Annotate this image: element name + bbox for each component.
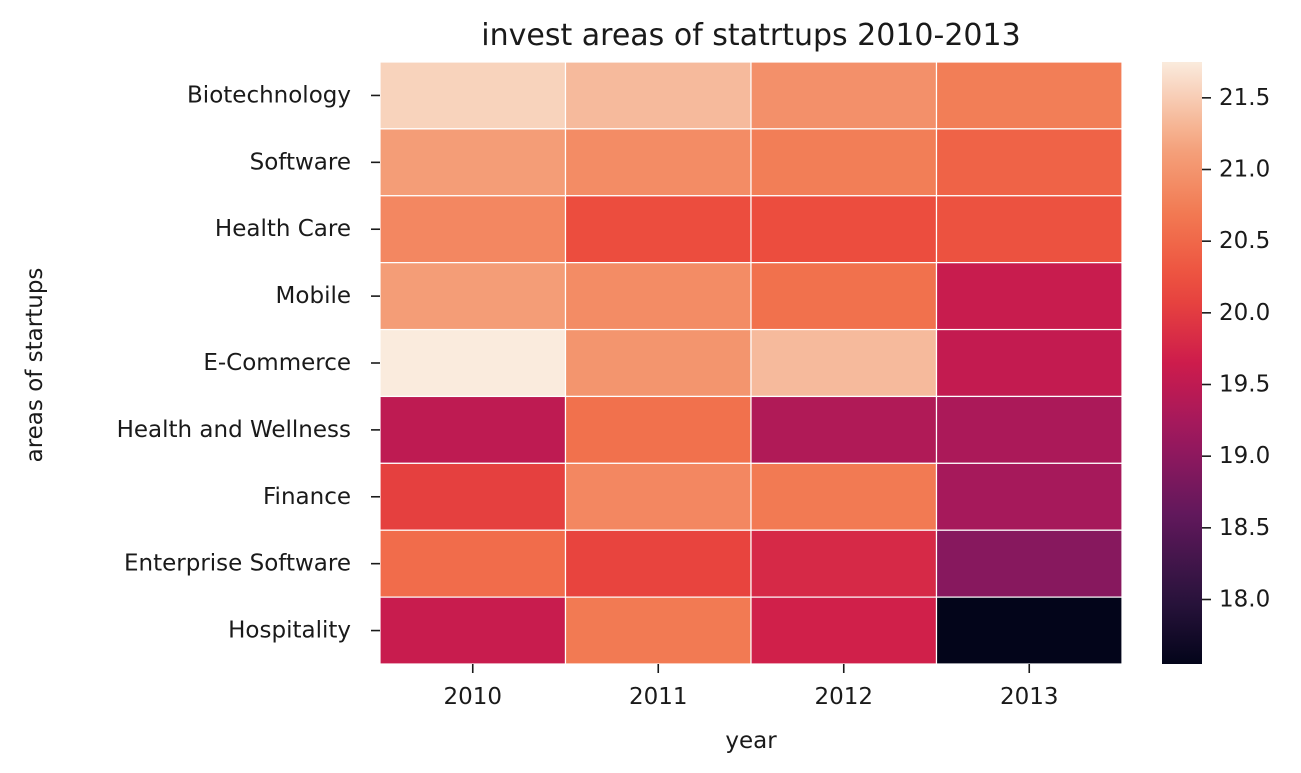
heatmap-cell: [379, 395, 567, 464]
heatmap-cell: [750, 462, 938, 531]
heatmap-cell: [379, 328, 567, 398]
y-tick-label: E-Commerce: [203, 350, 351, 376]
heatmap-cells: [379, 61, 1123, 665]
heatmap-cell: [379, 195, 567, 264]
colorbar: [1162, 62, 1202, 664]
colorbar-ticks: 18.0 18.5 19.0 19.5 20.0 20.5 21.0 21.5: [1202, 85, 1270, 613]
x-tick-label: 2010: [443, 684, 502, 710]
y-tick-label: Software: [250, 149, 351, 175]
heatmap-cell: [750, 596, 938, 665]
colorbar-tick-label: 20.5: [1219, 228, 1270, 254]
colorbar-tick-label: 19.5: [1219, 372, 1270, 398]
heatmap-cell: [750, 195, 938, 264]
heatmap-cell: [935, 61, 1123, 130]
heatmap-cell: [564, 328, 752, 398]
colorbar-tick-label: 18.0: [1219, 587, 1270, 613]
heatmap-cell: [564, 195, 752, 264]
x-axis-label: year: [725, 728, 777, 754]
heatmap-cell: [379, 596, 567, 665]
heatmap-cell: [750, 262, 938, 331]
heatmap-cell: [564, 61, 752, 130]
colorbar-tick-label: 18.5: [1219, 515, 1270, 541]
heatmap-cell: [564, 395, 752, 464]
heatmap-cell: [379, 262, 567, 331]
heatmap-cell: [935, 529, 1123, 598]
heatmap-cell: [750, 61, 938, 130]
colorbar-tick-label: 21.5: [1219, 85, 1270, 111]
heatmap-cell: [564, 262, 752, 331]
x-tick-label: 2012: [814, 684, 873, 710]
y-tick-label: Finance: [263, 484, 351, 510]
y-tick-label: Hospitality: [228, 618, 351, 644]
y-tick-label: Enterprise Software: [124, 551, 351, 577]
heatmap-cell: [935, 262, 1123, 331]
y-tick-label: Biotechnology: [187, 82, 351, 108]
heatmap-cell: [564, 128, 752, 197]
y-tick-label: Mobile: [276, 283, 351, 309]
heatmap-cell: [379, 61, 567, 130]
heatmap-cell: [935, 395, 1123, 464]
heatmap-cell: [935, 195, 1123, 264]
y-axis-label: areas of startups: [22, 268, 48, 463]
heatmap-cell: [379, 462, 567, 531]
heatmap-cell: [750, 328, 938, 398]
heatmap-cell: [564, 529, 752, 598]
colorbar-tick-label: 19.0: [1219, 443, 1270, 469]
heatmap-cell: [935, 462, 1123, 531]
heatmap-cell: [750, 395, 938, 464]
colorbar-tick-label: 21.0: [1219, 157, 1270, 183]
x-tick-label: 2013: [1000, 684, 1059, 710]
heatmap-cell: [935, 128, 1123, 197]
y-tick-label: Health Care: [215, 216, 351, 242]
heatmap-cell: [750, 529, 938, 598]
chart-title: invest areas of statrtups 2010-2013: [481, 18, 1020, 53]
x-tick-label: 2011: [629, 684, 688, 710]
y-tick-label: Health and Wellness: [117, 417, 351, 443]
heatmap-cell: [935, 596, 1123, 665]
heatmap-cell: [564, 462, 752, 531]
y-axis-ticks: Biotechnology Software Health Care Mobile E-…: [117, 82, 380, 644]
heatmap-cell: [935, 328, 1123, 398]
heatmap-cell: [564, 596, 752, 665]
heatmap-cell: [379, 529, 567, 598]
heatmap-cell: [379, 128, 567, 197]
colorbar-tick-label: 20.0: [1219, 300, 1270, 326]
heatmap-cell: [750, 128, 938, 197]
x-axis-ticks: 2010 2011 2012 2013: [443, 664, 1059, 710]
